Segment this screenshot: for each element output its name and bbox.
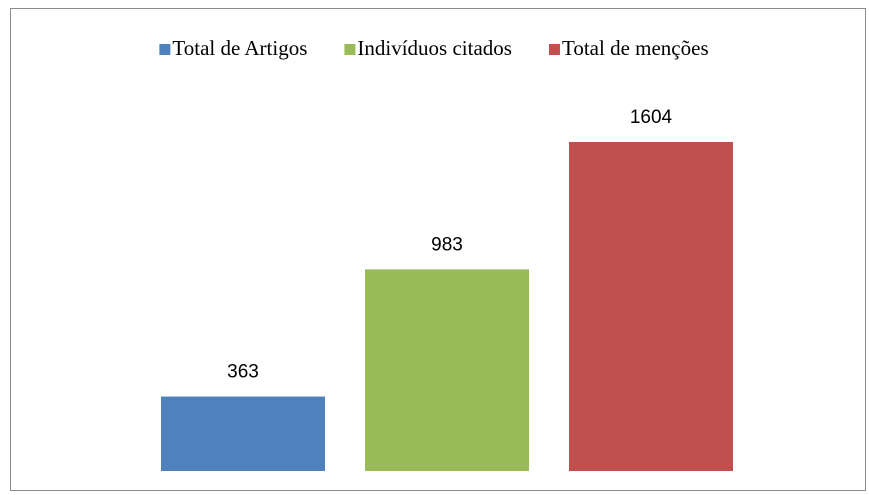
legend-label: Indivíduos citados: [357, 36, 512, 60]
value-label: 1604: [630, 107, 673, 128]
value-label: 363: [227, 362, 259, 383]
value-label: 983: [431, 234, 463, 255]
bar: [161, 396, 325, 471]
legend-swatch: [344, 44, 356, 55]
legend-swatch: [159, 44, 171, 55]
bar: [365, 269, 529, 471]
bar: [569, 142, 733, 471]
legend-label: Total de menções: [562, 36, 709, 60]
legend-swatch: [548, 44, 560, 55]
legend-label: Total de Artigos: [172, 36, 307, 60]
